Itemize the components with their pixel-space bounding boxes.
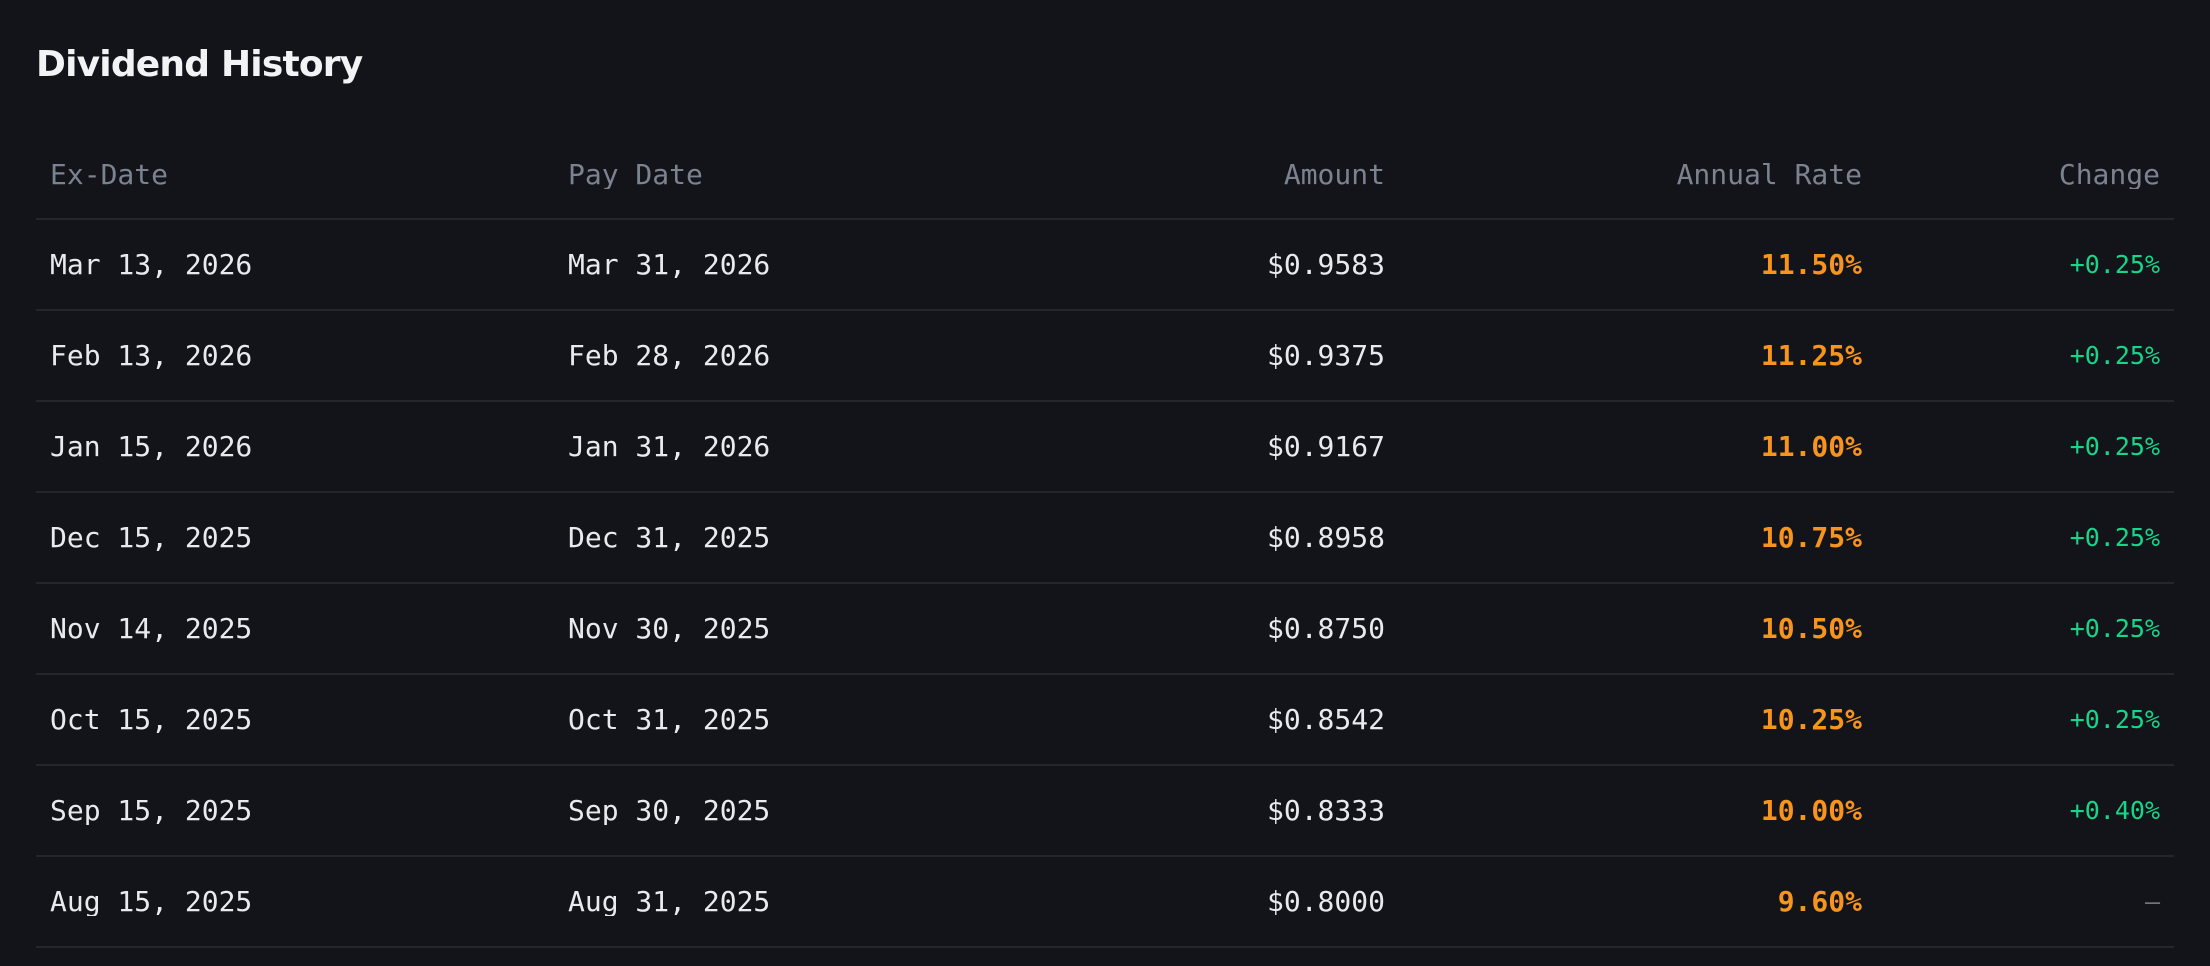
cell-annual-rate: 10.00% <box>1760 796 1862 825</box>
cell-annual-rate: 10.25% <box>1760 705 1862 734</box>
table-row: Sep 15, 2025 Sep 30, 2025 $0.8333 10.00% +0.… <box>36 766 2174 857</box>
table-row: Oct 15, 2025 Oct 31, 2025 $0.8542 10.25% +0.… <box>36 675 2174 766</box>
cell-pay-date: Jan 31, 2026 <box>568 432 771 461</box>
table-row: Mar 13, 2026 Mar 31, 2026 $0.9583 11.50% +0.… <box>36 220 2174 311</box>
cell-pay-date: Feb 28, 2026 <box>568 341 771 370</box>
table-header-row: Ex-Date Pay Date Amount Annual Rate Chan… <box>36 132 2174 220</box>
cell-amount: $0.9583 <box>1266 250 1385 279</box>
table-row: Aug 15, 2025 Aug 31, 2025 $0.8000 9.60% — <box>36 857 2174 948</box>
cell-pay-date: Sep 30, 2025 <box>568 796 771 825</box>
cell-pay-date: Dec 31, 2025 <box>568 523 771 552</box>
cell-change: +0.25% <box>2069 616 2160 641</box>
cell-change: — <box>2144 889 2160 914</box>
cell-ex-date: Sep 15, 2025 <box>50 796 253 825</box>
cell-change: +0.25% <box>2069 525 2160 550</box>
column-header-pay-date: Pay Date <box>568 161 703 189</box>
cell-annual-rate: 11.50% <box>1760 250 1862 279</box>
cell-ex-date: Dec 15, 2025 <box>50 523 253 552</box>
column-header-annual-rate: Annual Rate <box>1676 161 1862 189</box>
column-header-ex-date: Ex-Date <box>50 161 169 189</box>
table-row: Dec 15, 2025 Dec 31, 2025 $0.8958 10.75% +0.… <box>36 493 2174 584</box>
column-header-change: Change <box>2058 161 2160 189</box>
cell-annual-rate: 10.50% <box>1760 614 1862 643</box>
dividend-table: Ex-Date Pay Date Amount Annual Rate Chan… <box>36 132 2174 948</box>
cell-amount: $0.8542 <box>1266 705 1385 734</box>
cell-ex-date: Jan 15, 2026 <box>50 432 253 461</box>
cell-amount: $0.9375 <box>1266 341 1385 370</box>
table-row: Jan 15, 2026 Jan 31, 2026 $0.9167 11.00% +0.… <box>36 402 2174 493</box>
cell-amount: $0.8000 <box>1266 887 1385 916</box>
cell-ex-date: Aug 15, 2025 <box>50 887 253 916</box>
cell-annual-rate: 9.60% <box>1777 887 1862 916</box>
cell-pay-date: Nov 30, 2025 <box>568 614 771 643</box>
cell-annual-rate: 11.25% <box>1760 341 1862 370</box>
page-title: Dividend History <box>36 44 363 85</box>
cell-amount: $0.8958 <box>1266 523 1385 552</box>
cell-ex-date: Nov 14, 2025 <box>50 614 253 643</box>
cell-change: +0.25% <box>2069 252 2160 277</box>
cell-change: +0.40% <box>2069 798 2160 823</box>
cell-ex-date: Mar 13, 2026 <box>50 250 253 279</box>
cell-ex-date: Oct 15, 2025 <box>50 705 253 734</box>
cell-pay-date: Mar 31, 2026 <box>568 250 771 279</box>
cell-pay-date: Aug 31, 2025 <box>568 887 771 916</box>
cell-pay-date: Oct 31, 2025 <box>568 705 771 734</box>
cell-amount: $0.8750 <box>1266 614 1385 643</box>
table-row: Nov 14, 2025 Nov 30, 2025 $0.8750 10.50% +0.… <box>36 584 2174 675</box>
cell-amount: $0.9167 <box>1266 432 1385 461</box>
table-row: Feb 13, 2026 Feb 28, 2026 $0.9375 11.25% +0.… <box>36 311 2174 402</box>
cell-annual-rate: 11.00% <box>1760 432 1862 461</box>
cell-change: +0.25% <box>2069 434 2160 459</box>
cell-ex-date: Feb 13, 2026 <box>50 341 253 370</box>
cell-change: +0.25% <box>2069 343 2160 368</box>
cell-change: +0.25% <box>2069 707 2160 732</box>
column-header-amount: Amount <box>1283 161 1385 189</box>
table-body: Mar 13, 2026 Mar 31, 2026 $0.9583 11.50% +0.… <box>36 220 2174 948</box>
cell-amount: $0.8333 <box>1266 796 1385 825</box>
cell-annual-rate: 10.75% <box>1760 523 1862 552</box>
